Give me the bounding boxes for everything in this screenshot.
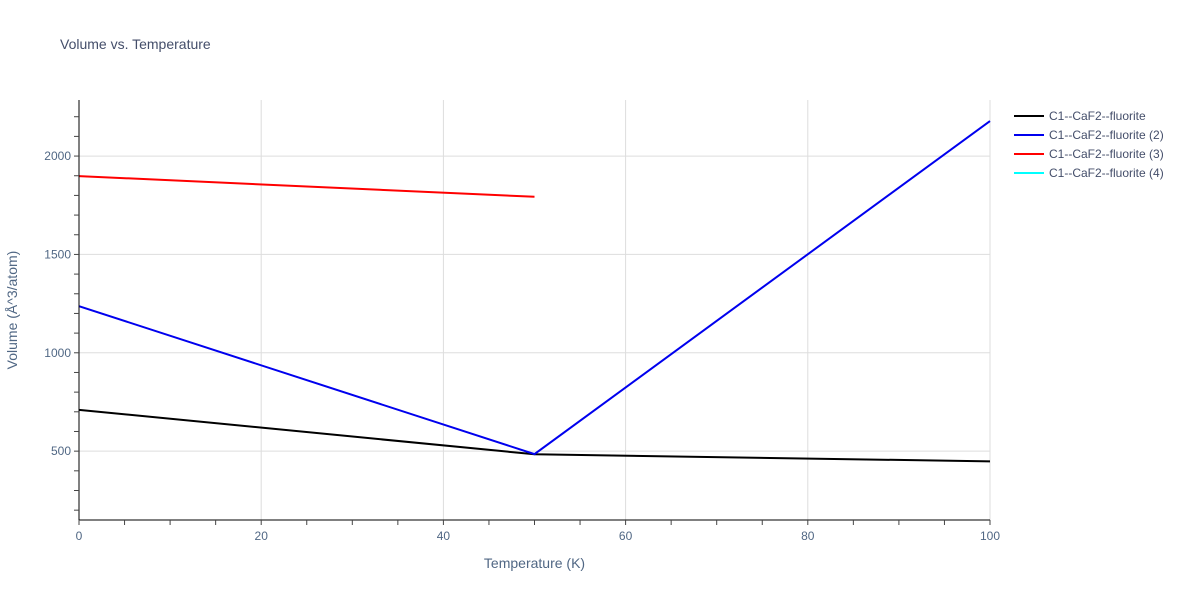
- y-tick-label: 1500: [44, 247, 71, 261]
- series-line-2[interactable]: [78, 120, 991, 456]
- y-tick-label: 1000: [44, 346, 71, 360]
- x-tick-label: 60: [619, 529, 633, 543]
- x-axis-title: Temperature (K): [484, 555, 585, 571]
- legend: C1--CaF2--fluorite C1--CaF2--fluorite (2…: [1014, 106, 1164, 182]
- y-tick-label: 2000: [44, 149, 71, 163]
- series-line-3[interactable]: [78, 175, 535, 198]
- y-tick-label: 500: [51, 444, 71, 458]
- legend-line-icon: [1014, 171, 1044, 174]
- x-tick-label: 0: [76, 529, 83, 543]
- legend-label: C1--CaF2--fluorite: [1049, 108, 1146, 123]
- legend-label: C1--CaF2--fluorite (4): [1049, 165, 1164, 180]
- legend-item-1[interactable]: C1--CaF2--fluorite: [1014, 106, 1164, 125]
- legend-line-icon: [1014, 133, 1044, 136]
- x-tick-label: 20: [255, 529, 269, 543]
- legend-label: C1--CaF2--fluorite (3): [1049, 146, 1164, 161]
- x-tick-label: 80: [801, 529, 815, 543]
- legend-line-icon: [1014, 114, 1044, 117]
- legend-item-4[interactable]: C1--CaF2--fluorite (4): [1014, 163, 1164, 182]
- x-tick-label: 100: [980, 529, 1000, 543]
- legend-item-2[interactable]: C1--CaF2--fluorite (2): [1014, 125, 1164, 144]
- chart-title: Volume vs. Temperature: [60, 36, 211, 52]
- x-tick-label: 40: [437, 529, 451, 543]
- legend-line-icon: [1014, 152, 1044, 155]
- legend-item-3[interactable]: C1--CaF2--fluorite (3): [1014, 144, 1164, 163]
- legend-label: C1--CaF2--fluorite (2): [1049, 127, 1164, 142]
- y-axis-title: Volume (Å^3/atom): [4, 251, 20, 370]
